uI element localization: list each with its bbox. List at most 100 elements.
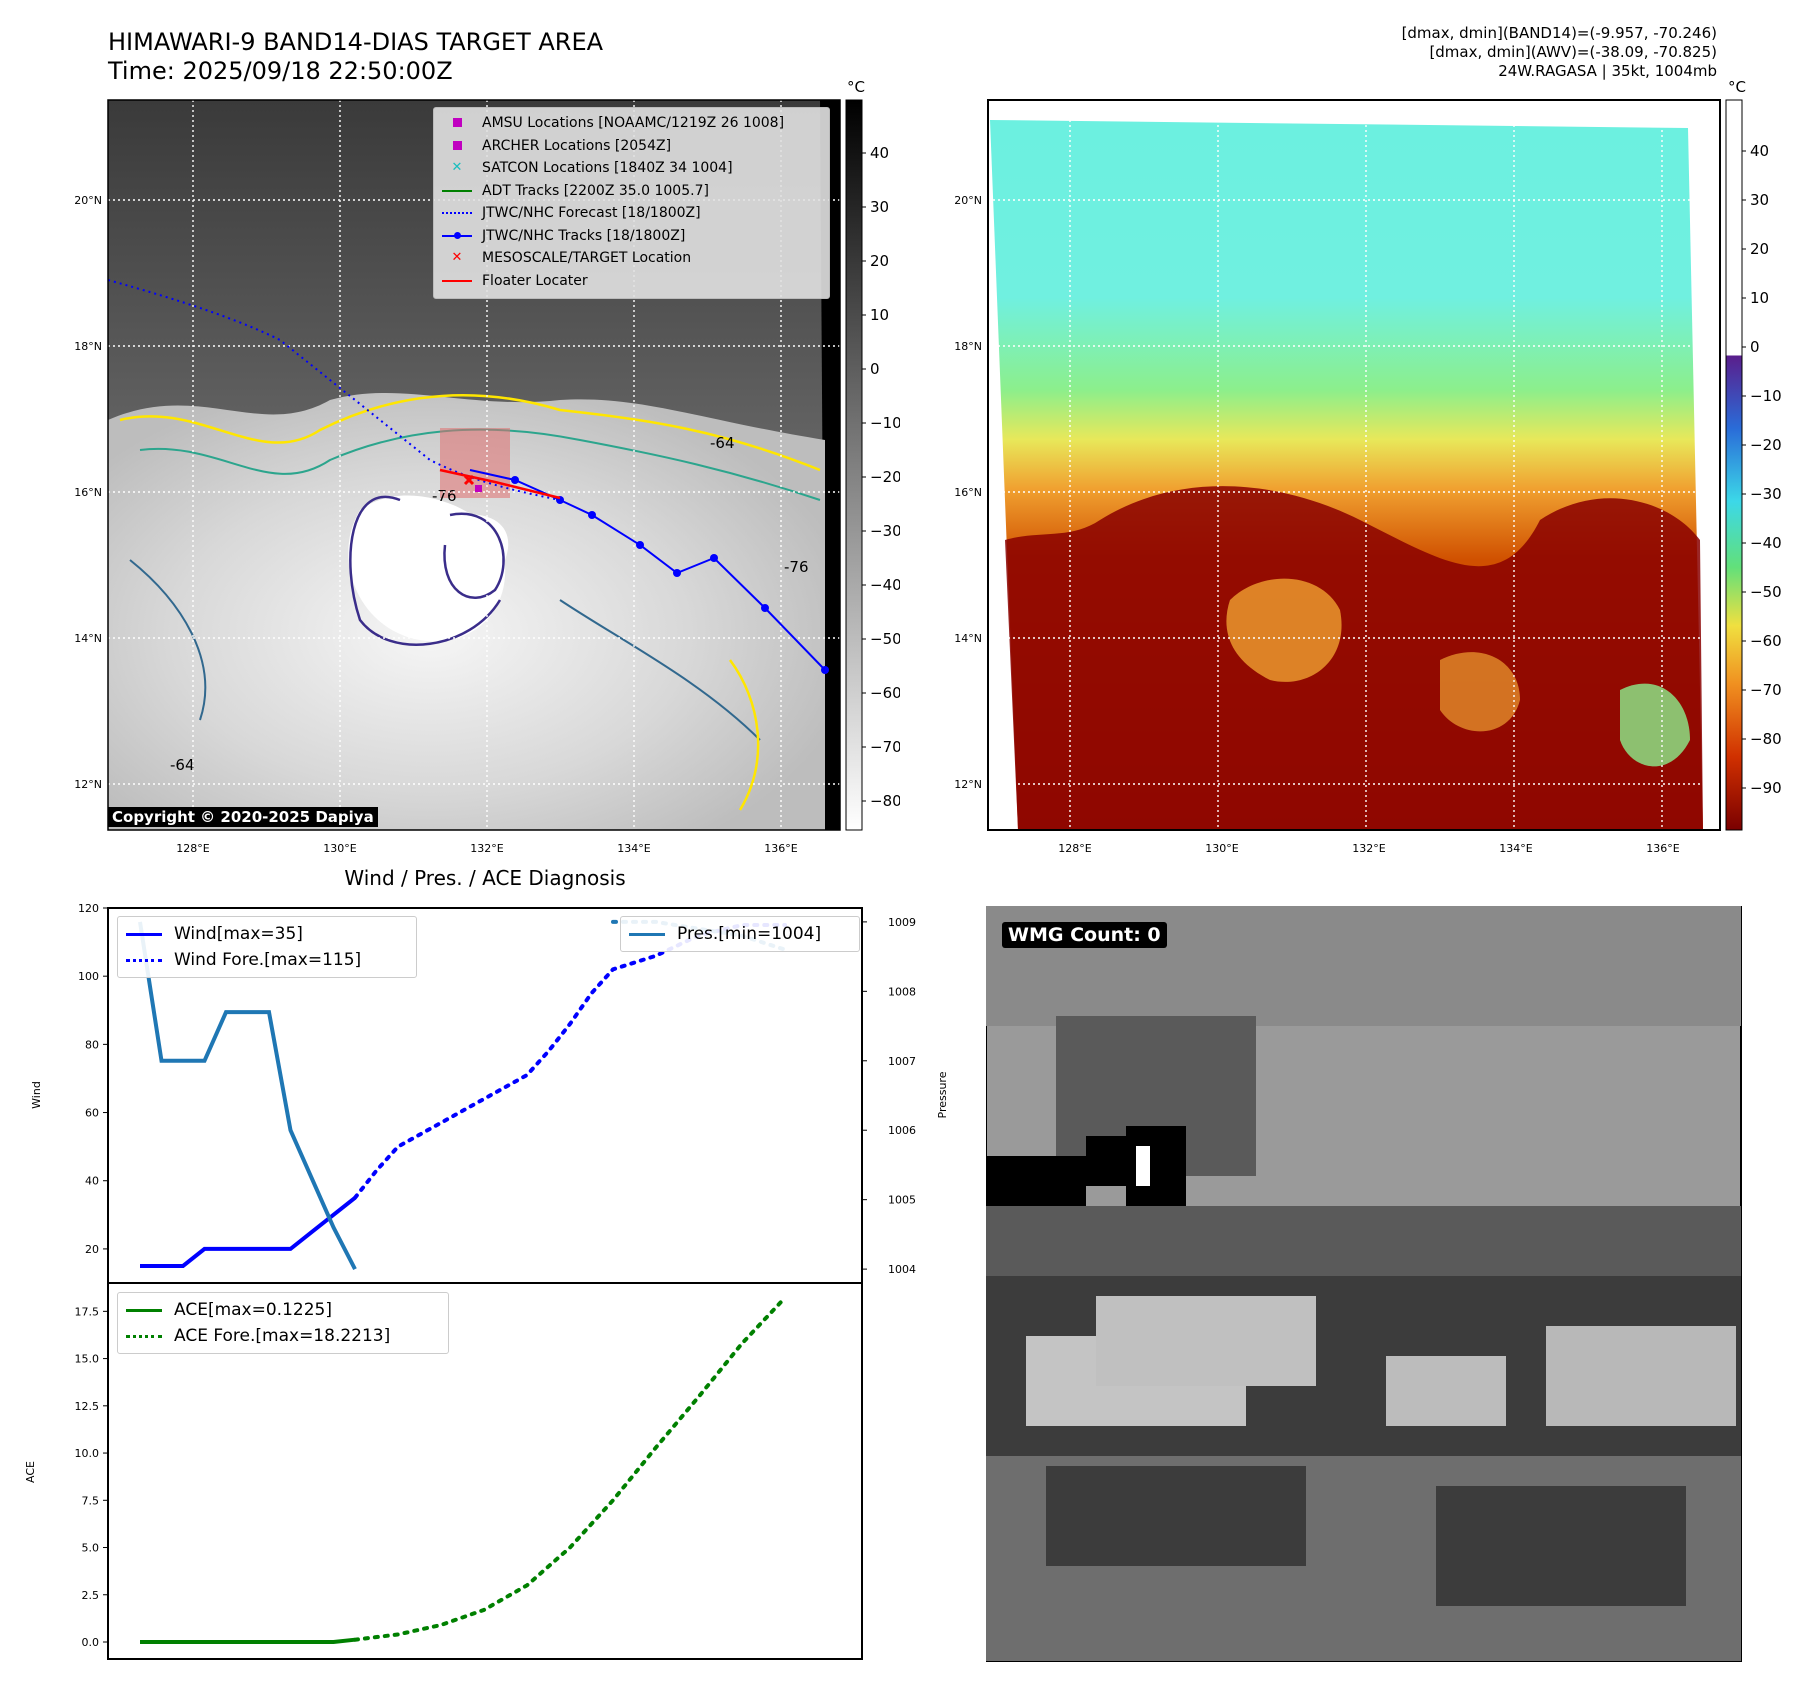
- pressure-tick-label: 1008: [888, 985, 916, 998]
- wind-tick-label: 20: [85, 1243, 99, 1256]
- colorbar-tick: 10: [870, 306, 889, 324]
- colorbar-tick: 20: [1750, 240, 1769, 258]
- pressure-line: [138, 921, 357, 1271]
- legend-label: JTWC/NHC Forecast [18/1800Z]: [482, 205, 701, 221]
- legend-line: [629, 932, 665, 936]
- pressure-tick-label: 1007: [888, 1055, 916, 1068]
- wind-tick-label: 100: [78, 970, 99, 983]
- ace-legend: ACE[max=0.1225] ACE Fore.[max=18.2213]: [117, 1292, 449, 1354]
- wind-tick-label: 120: [78, 902, 99, 915]
- lon-tick-label: 134°E: [617, 842, 650, 855]
- lon-tick-label: 136°E: [764, 842, 797, 855]
- wind-chart: 20 40 60 80 100 120 1004 1005 1006 1007 1008 1009: [78, 902, 916, 1276]
- copyright-label: Copyright © 2020-2025 Dapiya: [108, 807, 378, 827]
- ace-tick-label: 17.5: [75, 1305, 100, 1318]
- storm-info: [dmax, dmin](BAND14)=(-9.957, -70.246) […: [1402, 24, 1717, 81]
- colorbar-tick: −30: [870, 522, 900, 540]
- legend-label: SATCON Locations [1840Z 34 1004]: [482, 160, 733, 176]
- ace-tick-label: 15.0: [75, 1353, 100, 1366]
- color-lon-ticks: 128°E 130°E 132°E 134°E 136°E: [1058, 842, 1679, 855]
- wind-fore-legend-label: Wind Fore.[max=115]: [174, 950, 362, 970]
- legend-marker: [440, 202, 474, 225]
- colorbar-tick: 0: [870, 360, 880, 378]
- lon-tick-label: 136°E: [1646, 842, 1679, 855]
- legend-entry: ✕ MESOSCALE/TARGET Location: [440, 247, 823, 270]
- ace-tick-label: 5.0: [82, 1542, 100, 1555]
- legend-line: [126, 1334, 162, 1338]
- colorbar-tick: −60: [870, 684, 900, 702]
- ir-colorbar: °C 40 30 20 10 0 −10 −20 −30 −40 −50 −60 −70 −80: [845, 78, 900, 831]
- lat-tick-label: 20°N: [74, 194, 102, 207]
- diagnosis-title: Wind / Pres. / ACE Diagnosis: [344, 866, 625, 890]
- legend-entry: Floater Locater: [440, 270, 823, 293]
- color-gridlines: [988, 100, 1720, 830]
- pressure-tick-label: 1009: [888, 916, 916, 929]
- jtwc-track: [107, 279, 829, 674]
- colorbar-tick: 40: [870, 144, 889, 162]
- colorbar-tick: −70: [1750, 681, 1782, 699]
- ace-tick-label: 2.5: [82, 1589, 100, 1602]
- info-line-3: 24W.RAGASA | 35kt, 1004mb: [1498, 62, 1717, 80]
- legend-marker: [440, 180, 474, 203]
- ace-forecast-line: [353, 1295, 787, 1642]
- ace-fore-legend-label: ACE Fore.[max=18.2213]: [174, 1326, 391, 1346]
- title-line-1: HIMAWARI-9 BAND14-DIAS TARGET AREA: [108, 28, 604, 56]
- lon-tick-label: 130°E: [1205, 842, 1238, 855]
- ace-line: [140, 1637, 356, 1644]
- color-image: [990, 120, 1703, 830]
- colorbar-tick: 0: [1750, 338, 1760, 356]
- colorbar-tick: 40: [1750, 142, 1769, 160]
- legend-marker: ✕: [451, 250, 463, 265]
- colorbar-tick: 10: [1750, 289, 1769, 307]
- ace-tick-label: 10.0: [75, 1447, 100, 1460]
- legend-label: ADT Tracks [2200Z 35.0 1005.7]: [482, 182, 709, 199]
- legend-entry: AMSU Locations [NOAAMC/1219Z 26 1008]: [440, 112, 823, 135]
- legend-marker: [440, 225, 474, 248]
- ace-axis-label: ACE: [24, 1461, 37, 1483]
- legend-marker: ✕: [451, 160, 463, 175]
- legend-entry: JTWC/NHC Forecast [18/1800Z]: [440, 202, 823, 225]
- lon-tick-label: 132°E: [470, 842, 503, 855]
- colorbar-tick: −50: [870, 630, 900, 648]
- lat-tick-label: 18°N: [74, 340, 102, 353]
- lat-tick-label: 14°N: [74, 632, 102, 645]
- legend-label: Floater Locater: [482, 272, 588, 289]
- pressure-tick-label: 1005: [888, 1194, 916, 1207]
- colorbar-tick: −80: [870, 792, 900, 810]
- lat-tick-label: 12°N: [74, 778, 102, 791]
- ace-tick-label: 7.5: [82, 1494, 100, 1507]
- colorbar-tick: 30: [1750, 191, 1769, 209]
- lat-tick-label: 14°N: [954, 632, 982, 645]
- lat-tick-label: 16°N: [74, 486, 102, 499]
- legend-entry: ADT Tracks [2200Z 35.0 1005.7]: [440, 180, 823, 203]
- ir-lon-ticks: 128°E 130°E 132°E 134°E 136°E: [176, 842, 797, 855]
- legend-entry: ARCHER Locations [2054Z]: [440, 135, 823, 158]
- colorbar-tick: 30: [870, 198, 889, 216]
- colorbar-tick: −30: [1750, 485, 1782, 503]
- colorbar-tick: −20: [870, 468, 900, 486]
- legend-entry: JTWC/NHC Tracks [18/1800Z]: [440, 225, 823, 248]
- colorbar-tick: −40: [1750, 534, 1782, 552]
- pressure-axis-label: Pressure: [936, 1071, 949, 1118]
- legend-marker: [440, 135, 474, 158]
- ace-tick-label: 0.0: [82, 1636, 100, 1649]
- map-legend: AMSU Locations [NOAAMC/1219Z 26 1008] ARC…: [433, 107, 830, 299]
- colorbar-unit: °C: [847, 78, 865, 96]
- ace-tick-label: 12.5: [75, 1400, 100, 1413]
- legend-line: [126, 958, 162, 962]
- figure-title: HIMAWARI-9 BAND14-DIAS TARGET AREA Time:…: [108, 28, 603, 86]
- color-map-panel: 128°E 130°E 132°E 134°E 136°E 20°N 18°N …: [954, 78, 1782, 855]
- legend-entry: ✕ SATCON Locations [1840Z 34 1004]: [440, 157, 823, 180]
- lon-tick-label: 132°E: [1352, 842, 1385, 855]
- info-line-2: [dmax, dmin](AWV)=(-38.09, -70.825): [1429, 43, 1717, 61]
- colorbar-tick: −70: [870, 738, 900, 756]
- contour-label: -64: [170, 756, 195, 774]
- lat-tick-label: 16°N: [954, 486, 982, 499]
- ir-lat-ticks: 20°N 18°N 16°N 14°N 12°N: [74, 194, 102, 791]
- legend-label: MESOSCALE/TARGET Location: [482, 250, 692, 266]
- lat-tick-label: 18°N: [954, 340, 982, 353]
- lon-tick-label: 134°E: [1499, 842, 1532, 855]
- wind-legend: Wind[max=35] Wind Fore.[max=115]: [117, 916, 417, 978]
- wind-axis-label: Wind: [30, 1081, 43, 1109]
- colorbar-tick: 20: [870, 252, 889, 270]
